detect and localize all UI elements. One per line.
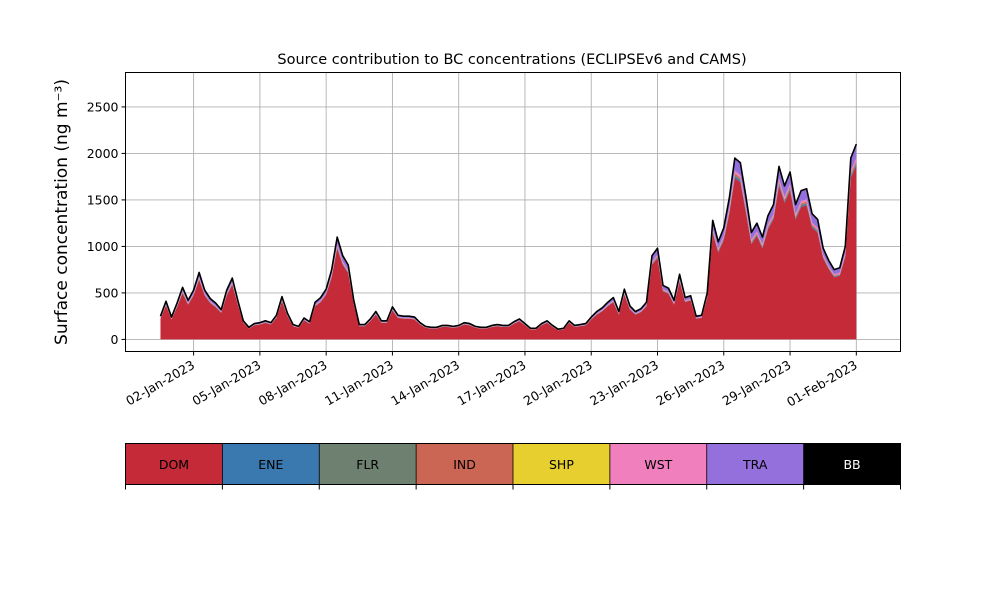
legend-swatch-ene [222,443,320,485]
legend-swatch-wst [609,443,707,485]
legend-swatch-flr [319,443,417,485]
area-dom [160,165,857,340]
legend-swatch-bb [803,443,901,485]
legend-label-ind: IND [453,457,476,472]
y-axis: 0 500 1000 1500 2000 2500 [87,99,126,347]
y-axis-label: Surface concentration (ng m⁻³) [52,79,72,345]
x-tick-label: 11-Jan-2023 [322,357,396,408]
legend-label-tra: TRA [742,457,768,472]
x-tick-label: 01-Feb-2023 [784,357,860,409]
legend-label-bb: BB [843,457,860,472]
x-tick-label: 05-Jan-2023 [189,357,263,408]
legend-label-shp: SHP [549,457,574,472]
legend-swatch-ind [416,443,513,485]
legend-label-flr: FLR [356,457,379,472]
legend-swatch-dom [125,443,223,485]
plot-frame [125,72,901,352]
y-tick-label: 0 [111,332,119,347]
legend-swatch-tra [706,443,804,485]
y-tick-label: 500 [95,285,119,300]
x-tick-label: 17-Jan-2023 [455,357,529,408]
y-tick-label: 2000 [87,146,119,161]
legend-label-dom: DOM [159,457,189,472]
x-tick-label: 29-Jan-2023 [720,357,794,408]
x-tick-label: 23-Jan-2023 [587,357,661,408]
y-tick-label: 1500 [87,192,119,207]
x-tick-label: 20-Jan-2023 [521,357,595,408]
x-axis: 02-Jan-202305-Jan-202308-Jan-202311-Jan-… [123,351,860,410]
total-line-layer [159,143,858,330]
legend-label-ene: ENE [258,457,283,472]
x-tick-label: 26-Jan-2023 [653,357,727,408]
chart-title: Source contribution to BC concentrations… [277,52,746,68]
legend-label-wst: WST [644,457,672,472]
total-line [159,143,858,330]
x-tick-label: 08-Jan-2023 [256,357,330,408]
stacked-areas [160,144,857,340]
x-tick-label: 14-Jan-2023 [388,357,462,408]
legend-swatch-shp [513,443,610,485]
legend-colorbar: DOM ENE FLR IND SHP WST TRA BB [125,443,901,490]
y-tick-label: 1000 [87,239,119,254]
legend-frame [125,443,901,485]
x-tick-label: 02-Jan-2023 [123,357,197,408]
y-tick-label: 2500 [87,99,119,114]
